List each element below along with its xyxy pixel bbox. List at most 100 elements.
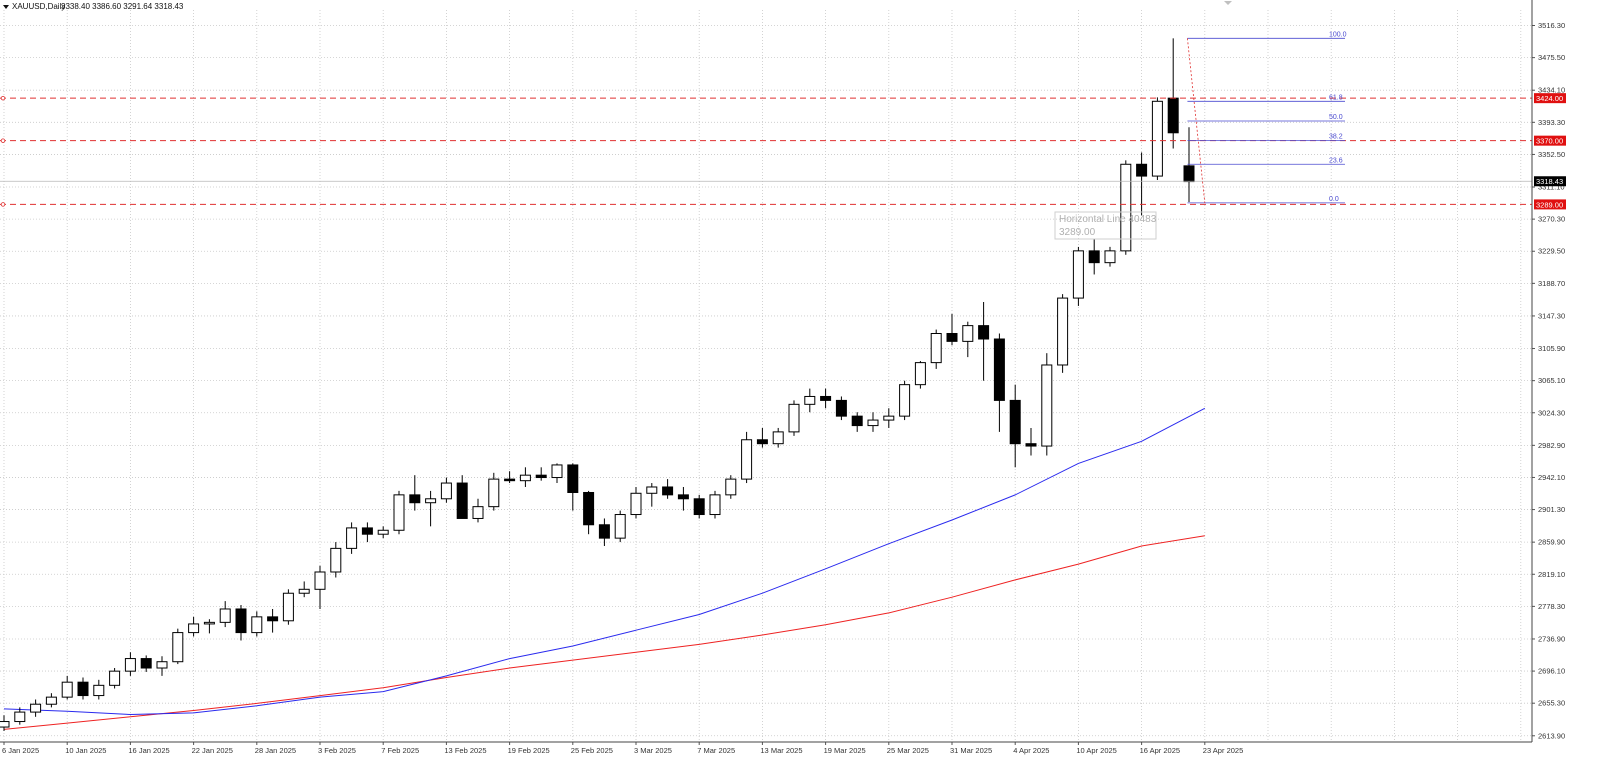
candle[interactable]: [993, 333, 1005, 432]
candle[interactable]: [504, 471, 516, 484]
candle[interactable]: [756, 427, 768, 448]
candle[interactable]: [1151, 97, 1163, 181]
candle[interactable]: [930, 329, 942, 369]
candle[interactable]: [630, 486, 642, 519]
horizontal-lines[interactable]: [0, 95, 1532, 207]
candle[interactable]: [45, 693, 57, 708]
candle[interactable]: [188, 616, 200, 637]
candle[interactable]: [1009, 384, 1021, 468]
candle[interactable]: [1072, 246, 1084, 306]
candle[interactable]: [377, 526, 389, 539]
candle[interactable]: [867, 412, 879, 432]
candle[interactable]: [346, 522, 358, 554]
candle[interactable]: [978, 302, 990, 381]
candle[interactable]: [741, 431, 753, 484]
candle-body-bear: [361, 527, 373, 535]
candle[interactable]: [1088, 239, 1100, 275]
line-anchor-icon[interactable]: [0, 138, 6, 143]
candle[interactable]: [314, 565, 326, 609]
candle[interactable]: [124, 652, 136, 676]
candle[interactable]: [899, 380, 911, 421]
scroll-marker-icon[interactable]: [1224, 1, 1232, 5]
caret-down-icon[interactable]: [3, 5, 9, 9]
candle-body-bear: [77, 681, 89, 697]
candle[interactable]: [693, 494, 705, 519]
candle[interactable]: [567, 463, 579, 511]
candle[interactable]: [1041, 353, 1053, 456]
candle[interactable]: [425, 490, 437, 527]
candle[interactable]: [583, 490, 595, 535]
candle-body-bull: [124, 658, 136, 672]
candle-body-bull: [393, 494, 405, 531]
candle[interactable]: [709, 490, 721, 519]
candle[interactable]: [662, 479, 674, 499]
candle[interactable]: [820, 388, 832, 409]
candle[interactable]: [361, 522, 373, 543]
candle-body-bear: [567, 464, 579, 493]
tooltip-box: [1054, 211, 1157, 240]
fibonacci-retracement[interactable]: 100.0 61.8 50.0 38.2 23.6 0.0: [1187, 31, 1347, 204]
candle[interactable]: [1104, 246, 1116, 267]
candle[interactable]: [251, 611, 263, 637]
candle[interactable]: [851, 412, 863, 432]
candle[interactable]: [172, 628, 184, 665]
candle[interactable]: [30, 699, 42, 717]
line-anchor-icon[interactable]: [0, 202, 6, 207]
candle[interactable]: [1120, 160, 1132, 255]
candle[interactable]: [788, 400, 800, 436]
candle[interactable]: [14, 707, 26, 725]
candle[interactable]: [456, 475, 468, 519]
candle[interactable]: [646, 483, 658, 507]
candle[interactable]: [1025, 427, 1037, 456]
candle[interactable]: [535, 467, 547, 481]
candle[interactable]: [77, 677, 89, 700]
candle[interactable]: [440, 477, 452, 503]
candle-body-bull: [1104, 250, 1116, 264]
candle[interactable]: [835, 396, 847, 421]
candle[interactable]: [267, 608, 279, 633]
candle[interactable]: [93, 679, 105, 700]
candle[interactable]: [156, 656, 168, 676]
candle-body-bear: [693, 498, 705, 516]
candle[interactable]: [298, 581, 310, 598]
candle[interactable]: [914, 361, 926, 389]
candles[interactable]: [0, 38, 1195, 731]
line-anchor-icon[interactable]: [0, 95, 6, 101]
candle[interactable]: [488, 472, 500, 511]
candle[interactable]: [598, 518, 610, 547]
candle[interactable]: [725, 475, 737, 499]
candle-body-bull: [219, 608, 231, 623]
candle[interactable]: [804, 388, 816, 413]
candle[interactable]: [883, 408, 895, 428]
candle-body-bear: [504, 478, 516, 482]
candle-body-bull: [630, 492, 642, 516]
candle[interactable]: [677, 486, 689, 511]
candle[interactable]: [1136, 152, 1148, 216]
candle[interactable]: [472, 498, 484, 523]
candle[interactable]: [962, 321, 974, 358]
candle[interactable]: [203, 619, 215, 634]
candle[interactable]: [1057, 294, 1069, 373]
candle[interactable]: [219, 601, 231, 628]
candle[interactable]: [140, 655, 152, 672]
candle[interactable]: [282, 589, 294, 625]
candle-body-bull: [804, 395, 816, 405]
candle[interactable]: [0, 715, 10, 731]
fib-trendline[interactable]: [1187, 38, 1206, 203]
candle-body-bear: [535, 474, 547, 479]
candle[interactable]: [235, 605, 247, 641]
candle[interactable]: [614, 510, 626, 543]
candle-body-bull: [330, 547, 342, 573]
candle-body-bull: [488, 478, 500, 508]
candle[interactable]: [551, 463, 563, 484]
candle[interactable]: [393, 490, 405, 535]
candle[interactable]: [409, 475, 421, 511]
candle[interactable]: [772, 427, 784, 448]
candle[interactable]: [519, 467, 531, 487]
candle[interactable]: [330, 542, 342, 578]
candle[interactable]: [109, 668, 121, 689]
y-tick-label: 2819.10: [1538, 570, 1565, 579]
candle[interactable]: [61, 675, 73, 700]
candle[interactable]: [946, 313, 958, 346]
